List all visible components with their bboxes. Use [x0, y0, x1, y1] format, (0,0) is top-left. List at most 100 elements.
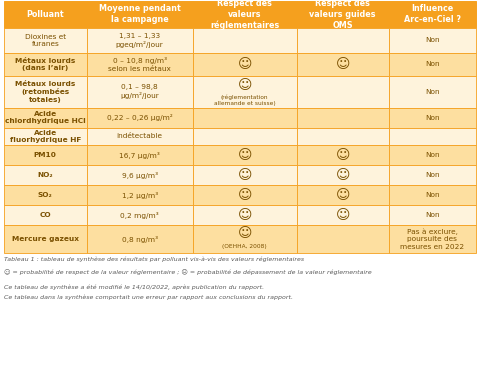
Bar [297, 225, 389, 253]
Bar [389, 108, 476, 128]
Text: Métaux lourds
(retombées
totales): Métaux lourds (retombées totales) [15, 80, 75, 103]
Bar [389, 53, 476, 76]
Bar [193, 128, 297, 145]
Text: 1,2 µg/m³: 1,2 µg/m³ [121, 192, 158, 198]
Bar [193, 145, 297, 165]
Text: ☺: ☺ [336, 148, 350, 162]
Bar [389, 28, 476, 53]
Text: Non: Non [425, 212, 440, 218]
Text: indétectable: indétectable [117, 133, 163, 139]
Text: Polluant: Polluant [26, 10, 64, 19]
Bar [297, 108, 389, 128]
Text: 0,8 ng/m³: 0,8 ng/m³ [121, 236, 158, 242]
Bar [193, 185, 297, 205]
Bar [297, 28, 389, 53]
Text: Non: Non [425, 37, 440, 43]
Text: PM10: PM10 [34, 152, 57, 158]
Bar [86, 1, 193, 28]
Text: SO₂: SO₂ [38, 192, 53, 198]
Bar [86, 128, 193, 145]
Bar [389, 1, 476, 28]
Bar [389, 185, 476, 205]
Text: ☺: ☺ [238, 208, 252, 222]
Text: Non: Non [425, 61, 440, 67]
Text: Acide
fluorhydrique HF: Acide fluorhydrique HF [10, 129, 81, 143]
Bar [4, 185, 86, 205]
Bar [86, 53, 193, 76]
Bar [297, 165, 389, 185]
Bar [4, 1, 86, 28]
Text: Non: Non [425, 152, 440, 158]
Text: ☺: ☺ [238, 78, 252, 92]
Bar [297, 1, 389, 28]
Text: 1,31 – 1,33
pgeq/m²/jour: 1,31 – 1,33 pgeq/m²/jour [116, 33, 164, 48]
Bar [389, 225, 476, 253]
Bar [4, 108, 86, 128]
Bar [4, 165, 86, 185]
Text: Ce tableau dans la synthèse comportait une erreur par rapport aux conclusions du: Ce tableau dans la synthèse comportait u… [4, 295, 293, 301]
Text: ☺: ☺ [238, 168, 252, 182]
Bar [86, 225, 193, 253]
Text: Non: Non [425, 89, 440, 95]
Text: Mercure gazeux: Mercure gazeux [12, 236, 79, 242]
Text: 0 – 10,8 ng/m³
selon les métaux: 0 – 10,8 ng/m³ selon les métaux [108, 57, 171, 72]
Text: Non: Non [425, 192, 440, 198]
Bar [86, 205, 193, 225]
Text: Dioxines et
furanes: Dioxines et furanes [25, 34, 66, 47]
Bar [86, 165, 193, 185]
Bar [297, 128, 389, 145]
Text: Respect des
valeurs guides
OMS: Respect des valeurs guides OMS [310, 0, 376, 29]
Bar [297, 145, 389, 165]
Text: CO: CO [39, 212, 51, 218]
Bar [389, 145, 476, 165]
Text: ☺ = probabilité de respect de la valeur réglementaire ; ☹ = probabilité de dépas: ☺ = probabilité de respect de la valeur … [4, 269, 372, 275]
Text: Non: Non [425, 115, 440, 121]
Text: ☺: ☺ [336, 188, 350, 202]
Bar [297, 53, 389, 76]
Text: 0,22 – 0,26 µg/m²: 0,22 – 0,26 µg/m² [107, 114, 173, 121]
Text: 0,2 mg/m³: 0,2 mg/m³ [120, 211, 159, 218]
Text: ☺: ☺ [336, 208, 350, 222]
Bar [4, 28, 86, 53]
Text: Influence
Arc-en-Ciel ?: Influence Arc-en-Ciel ? [404, 5, 461, 24]
Bar [86, 28, 193, 53]
Bar [389, 76, 476, 108]
Text: ☺: ☺ [238, 188, 252, 202]
Text: Métaux lourds
(dans l’air): Métaux lourds (dans l’air) [15, 57, 75, 71]
Text: Non: Non [425, 172, 440, 178]
Bar [297, 185, 389, 205]
Bar [389, 205, 476, 225]
Text: Tableau 1 : tableau de synthèse des résultats par polluant vis-à-vis des valeurs: Tableau 1 : tableau de synthèse des résu… [4, 257, 304, 262]
Bar [193, 165, 297, 185]
Bar [86, 76, 193, 108]
Text: (OEHHA, 2008): (OEHHA, 2008) [222, 244, 267, 249]
Bar [86, 145, 193, 165]
Bar [297, 205, 389, 225]
Bar [4, 76, 86, 108]
Bar [193, 225, 297, 253]
Text: ☺: ☺ [238, 226, 252, 241]
Bar [193, 1, 297, 28]
Bar [86, 185, 193, 205]
Text: ☺: ☺ [238, 148, 252, 162]
Bar [389, 165, 476, 185]
Text: Ce tableau de synthèse a été modifié le 14/10/2022, après publication du rapport: Ce tableau de synthèse a été modifié le … [4, 285, 264, 290]
Bar [4, 225, 86, 253]
Text: Moyenne pendant
la campagne: Moyenne pendant la campagne [99, 5, 180, 24]
Text: Acide
chlordhydrique HCl: Acide chlordhydrique HCl [5, 111, 85, 124]
Bar [193, 53, 297, 76]
Bar [86, 108, 193, 128]
Bar [389, 128, 476, 145]
Text: Pas à exclure,
poursuite des
mesures en 2022: Pas à exclure, poursuite des mesures en … [400, 228, 465, 250]
Text: 0,1 – 98,8
µg/m²/jour: 0,1 – 98,8 µg/m²/jour [120, 84, 159, 99]
Bar [193, 76, 297, 108]
Text: Respect des
valeurs
réglementaires: Respect des valeurs réglementaires [210, 0, 279, 30]
Text: ☺: ☺ [238, 57, 252, 71]
Bar [4, 53, 86, 76]
Text: ☺: ☺ [336, 168, 350, 182]
Bar [4, 205, 86, 225]
Bar [193, 108, 297, 128]
Text: NO₂: NO₂ [37, 172, 53, 178]
Text: ☺: ☺ [336, 57, 350, 71]
Bar [297, 76, 389, 108]
